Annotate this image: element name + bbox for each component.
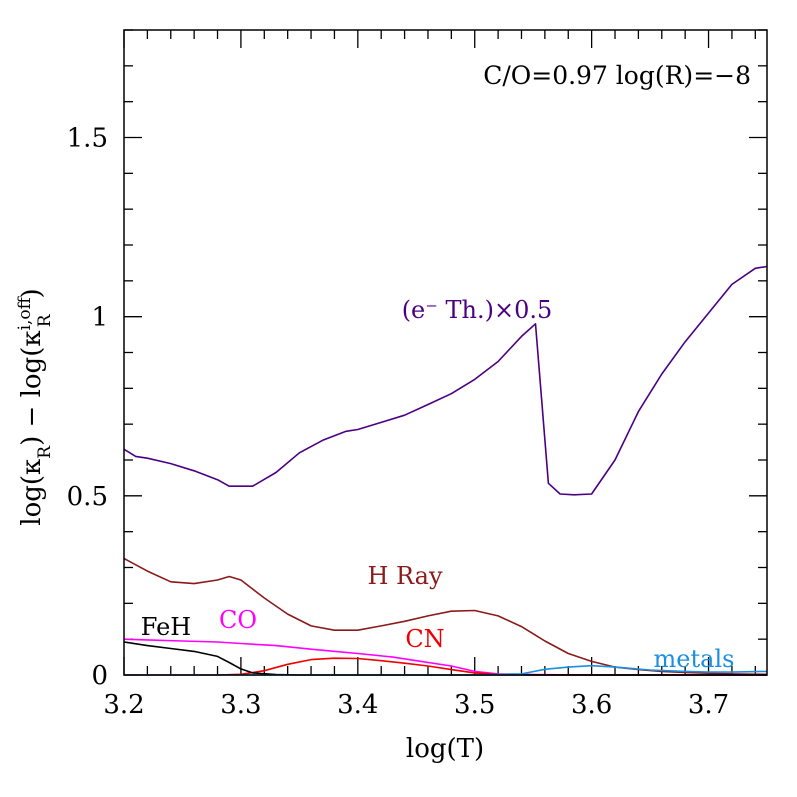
y-title-sub-b: R — [35, 313, 55, 327]
plot-frame — [123, 29, 768, 676]
tick-labels: 3.2 3.3 3.4 3.5 3.6 3.7 0 0.5 1 1.5 — [67, 124, 730, 721]
x-tick-label: 3.6 — [571, 690, 612, 720]
y-axis-title: log(κR) − log(κi,offR) — [15, 288, 55, 525]
y-axis-title-group: log(κR) − log(κi,offR) — [15, 288, 55, 525]
series-label-feh: FeH — [141, 613, 191, 641]
x-axis-title: log(T) — [406, 734, 484, 764]
y-title-sup: i,off — [15, 295, 35, 330]
tick-marks — [123, 29, 767, 676]
y-tick-label: 0.5 — [67, 482, 108, 512]
series-label-co: CO — [219, 606, 257, 634]
x-tick-label: 3.5 — [454, 690, 495, 720]
series-label-cn: CN — [405, 625, 444, 653]
y-tick-label: 1.5 — [67, 124, 108, 154]
series-label-metals: metals — [654, 645, 735, 673]
series-line-metals — [124, 664, 768, 676]
y-title-part-a: log(κ — [17, 459, 47, 526]
y-title-sub-a: R — [35, 445, 55, 459]
y-title-part-c: ) — [17, 288, 47, 298]
y-tick-label: 0 — [91, 661, 108, 691]
series-label-hray: H Ray — [367, 562, 442, 590]
y-tick-label: 1 — [91, 303, 108, 333]
series-label-eth: (e⁻ Th.)×0.5 — [402, 296, 553, 324]
annotation-text: C/O=0.97 log(R)=−8 — [483, 61, 751, 90]
y-title-part-b: ) − log(κ — [17, 330, 47, 445]
x-tick-label: 3.7 — [688, 690, 729, 720]
x-tick-label: 3.4 — [337, 690, 378, 720]
series-line-electron-thomson — [123, 265, 768, 496]
x-tick-label: 3.3 — [220, 690, 261, 720]
x-tick-label: 3.2 — [103, 690, 144, 720]
